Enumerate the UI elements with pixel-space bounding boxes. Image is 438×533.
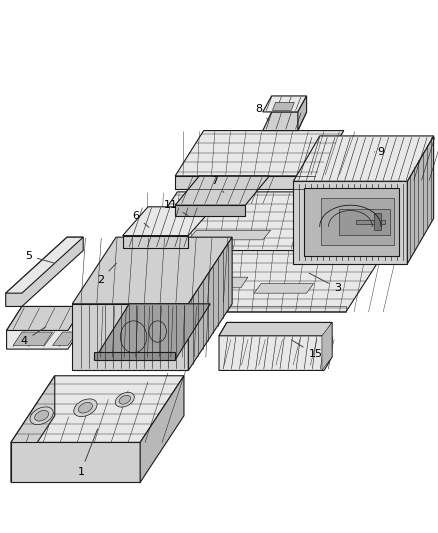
- Ellipse shape: [74, 399, 97, 417]
- Polygon shape: [293, 181, 407, 264]
- Ellipse shape: [119, 395, 131, 404]
- Polygon shape: [263, 96, 307, 112]
- Text: 8: 8: [255, 104, 269, 120]
- Polygon shape: [298, 96, 307, 131]
- Polygon shape: [175, 176, 315, 189]
- Polygon shape: [6, 237, 83, 306]
- Text: 2: 2: [97, 263, 117, 285]
- Polygon shape: [407, 136, 434, 264]
- Polygon shape: [197, 277, 248, 288]
- Polygon shape: [13, 332, 53, 345]
- Polygon shape: [219, 322, 332, 370]
- Polygon shape: [94, 352, 175, 360]
- Polygon shape: [188, 230, 271, 240]
- Polygon shape: [11, 442, 140, 482]
- Text: 7: 7: [211, 176, 224, 192]
- Polygon shape: [175, 131, 344, 176]
- Polygon shape: [304, 188, 399, 256]
- Polygon shape: [11, 376, 184, 442]
- Polygon shape: [254, 284, 314, 293]
- Polygon shape: [322, 322, 332, 370]
- Polygon shape: [7, 306, 83, 349]
- Text: 15: 15: [291, 340, 322, 359]
- Polygon shape: [6, 237, 83, 293]
- Polygon shape: [7, 306, 83, 330]
- Polygon shape: [356, 220, 385, 224]
- Polygon shape: [175, 176, 269, 205]
- Ellipse shape: [30, 407, 53, 425]
- Polygon shape: [72, 304, 188, 370]
- Polygon shape: [72, 237, 232, 304]
- Ellipse shape: [78, 402, 92, 413]
- Text: 3: 3: [309, 273, 341, 293]
- Polygon shape: [11, 376, 55, 482]
- Polygon shape: [188, 237, 232, 370]
- Text: 1: 1: [78, 429, 98, 477]
- Ellipse shape: [35, 410, 49, 421]
- Polygon shape: [293, 136, 434, 181]
- Text: 6: 6: [132, 211, 149, 228]
- Ellipse shape: [115, 392, 134, 407]
- Polygon shape: [155, 251, 385, 312]
- Polygon shape: [321, 198, 394, 245]
- Polygon shape: [175, 205, 245, 216]
- Text: 5: 5: [25, 251, 54, 263]
- Text: 9: 9: [374, 147, 385, 157]
- Text: 11: 11: [164, 200, 188, 215]
- Text: 4: 4: [21, 327, 46, 346]
- Polygon shape: [140, 376, 184, 482]
- Polygon shape: [219, 322, 332, 336]
- Polygon shape: [374, 213, 381, 230]
- Polygon shape: [138, 192, 368, 251]
- Polygon shape: [53, 332, 78, 345]
- Polygon shape: [339, 209, 390, 235]
- Polygon shape: [123, 207, 214, 236]
- Polygon shape: [123, 236, 188, 248]
- Polygon shape: [272, 102, 294, 110]
- Polygon shape: [263, 112, 307, 131]
- Polygon shape: [94, 304, 210, 360]
